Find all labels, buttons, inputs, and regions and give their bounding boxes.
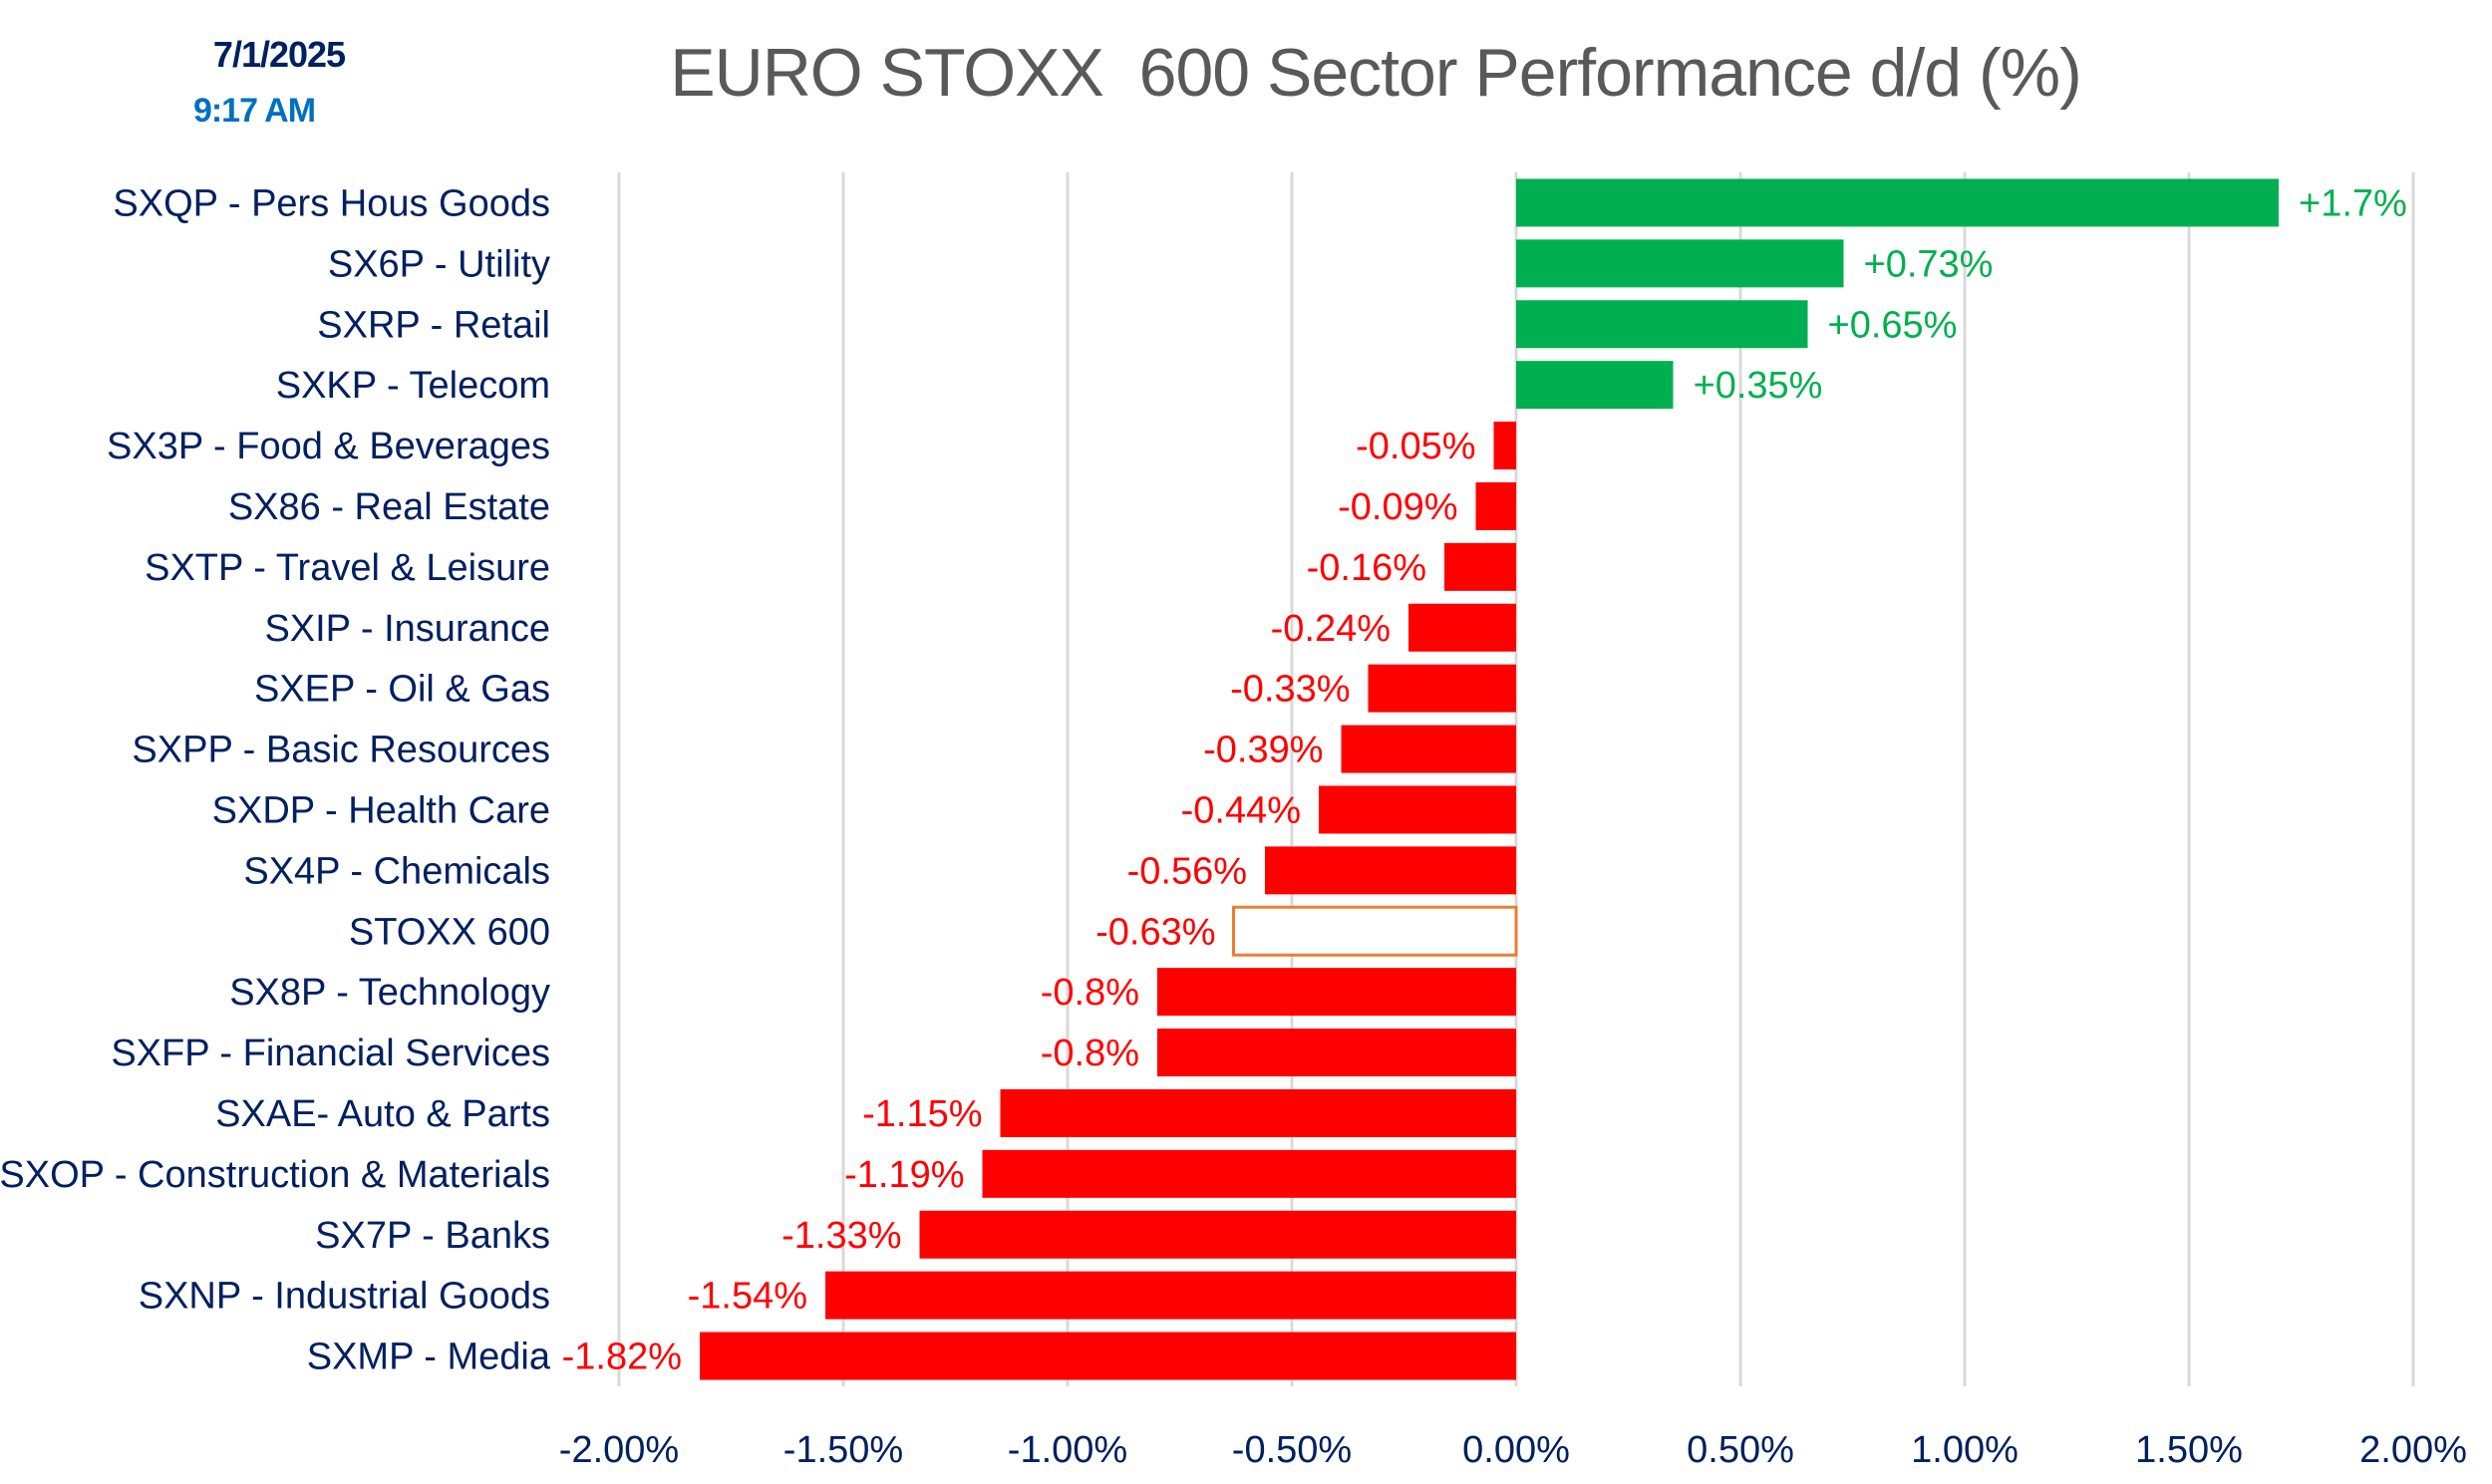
category-label: SX8P - Technology — [229, 972, 550, 1014]
x-tick-label: -2.00% — [559, 1429, 679, 1471]
chart-title: EURO STOXX 600 Sector Performance d/d (%… — [670, 35, 2082, 111]
category-label: SXKP - Telecom — [276, 365, 550, 407]
bar — [1157, 968, 1516, 1017]
category-label: SXEP - Oil & Gas — [254, 669, 550, 711]
category-labels: SXQP - Pers Hous Goods SX6P - Utility SXRP… — [0, 182, 551, 1377]
bar — [825, 1271, 1516, 1320]
category-label: STOXX 600 — [349, 911, 550, 953]
data-label: -0.16% — [1307, 547, 1426, 589]
x-axis-tick-labels: -2.00% -1.50% -1.00% -0.50% 0.00% 0.50% 1.00% 1… — [559, 1429, 2467, 1471]
x-tick-label: -0.50% — [1232, 1429, 1352, 1471]
category-label: SXDP - Health Care — [212, 789, 550, 831]
bar — [1000, 1088, 1516, 1137]
category-label: SXFP - Financial Services — [111, 1033, 550, 1074]
x-tick-label: 2.00% — [2359, 1429, 2467, 1471]
category-label: SX7P - Banks — [315, 1215, 550, 1257]
category-label: SX3P - Food & Beverages — [107, 426, 550, 467]
x-tick-label: -1.00% — [1008, 1429, 1127, 1471]
data-label: -0.05% — [1356, 426, 1475, 467]
category-label: SXNP - Industrial Goods — [139, 1276, 550, 1318]
category-label: SXPP - Basic Resources — [132, 730, 550, 771]
bars — [700, 178, 2279, 1380]
data-label: -0.44% — [1181, 789, 1301, 831]
bar — [1341, 725, 1516, 773]
category-label: SXOP - Construction & Materials — [0, 1154, 550, 1196]
data-label: -1.19% — [844, 1154, 964, 1196]
x-tick-label: 0.50% — [1687, 1429, 1794, 1471]
x-tick-label: 0.00% — [1462, 1429, 1570, 1471]
bar — [1319, 785, 1516, 834]
bar — [1368, 664, 1516, 713]
category-label: SXIP - Insurance — [264, 608, 550, 650]
data-label: -1.15% — [862, 1093, 982, 1135]
data-labels: +1.7% +0.73% +0.65%+0.35% -0.05% -0.09% -0.16… — [562, 182, 2407, 1377]
bar — [1516, 361, 1674, 410]
data-label: -1.33% — [781, 1215, 901, 1257]
bar — [1475, 481, 1516, 530]
category-label: SXAE- Auto & Parts — [215, 1093, 550, 1135]
data-label: -0.63% — [1095, 911, 1215, 953]
bar — [1493, 422, 1516, 470]
data-label: -0.8% — [1041, 1033, 1139, 1074]
data-label: -0.8% — [1041, 972, 1139, 1014]
category-label: SX6P - Utility — [328, 243, 550, 285]
report-time: 9:17 AM — [192, 92, 316, 130]
data-label: -0.24% — [1271, 608, 1391, 650]
data-label: +0.73% — [1864, 243, 1994, 285]
category-label: SXQP - Pers Hous Goods — [113, 182, 550, 224]
bar — [1408, 603, 1516, 652]
bar — [700, 1332, 1516, 1380]
category-label: SXTP - Travel & Leisure — [145, 547, 550, 589]
gridlines — [617, 172, 2415, 1386]
x-tick-label: -1.50% — [783, 1429, 903, 1471]
data-label: -1.82% — [562, 1336, 682, 1378]
data-label: +0.35% — [1694, 365, 1823, 407]
category-label: SX4P - Chemicals — [243, 850, 550, 892]
x-tick-label: 1.00% — [1911, 1429, 2019, 1471]
bar — [1516, 178, 2279, 227]
data-label: +1.7% — [2299, 182, 2407, 224]
bar — [1444, 542, 1516, 591]
bar — [919, 1210, 1516, 1259]
bar — [1516, 239, 1844, 288]
category-label: SXRP - Retail — [317, 304, 550, 346]
bar-benchmark — [1232, 905, 1518, 957]
report-date: 7/1/2025 — [212, 34, 346, 75]
data-label: -0.33% — [1230, 669, 1350, 711]
category-label: SX86 - Real Estate — [228, 486, 550, 528]
bar — [1157, 1029, 1516, 1077]
bar — [982, 1149, 1516, 1198]
data-label: +0.65% — [1828, 304, 1958, 346]
data-label: -0.56% — [1127, 850, 1247, 892]
x-tick-label: 1.50% — [2135, 1429, 2243, 1471]
bar — [1516, 300, 1808, 349]
bar — [1265, 846, 1516, 895]
data-label: -1.54% — [688, 1276, 807, 1318]
data-label: -0.39% — [1203, 730, 1323, 771]
category-label: SXMP - Media — [307, 1336, 551, 1378]
data-label: -0.09% — [1338, 486, 1457, 528]
